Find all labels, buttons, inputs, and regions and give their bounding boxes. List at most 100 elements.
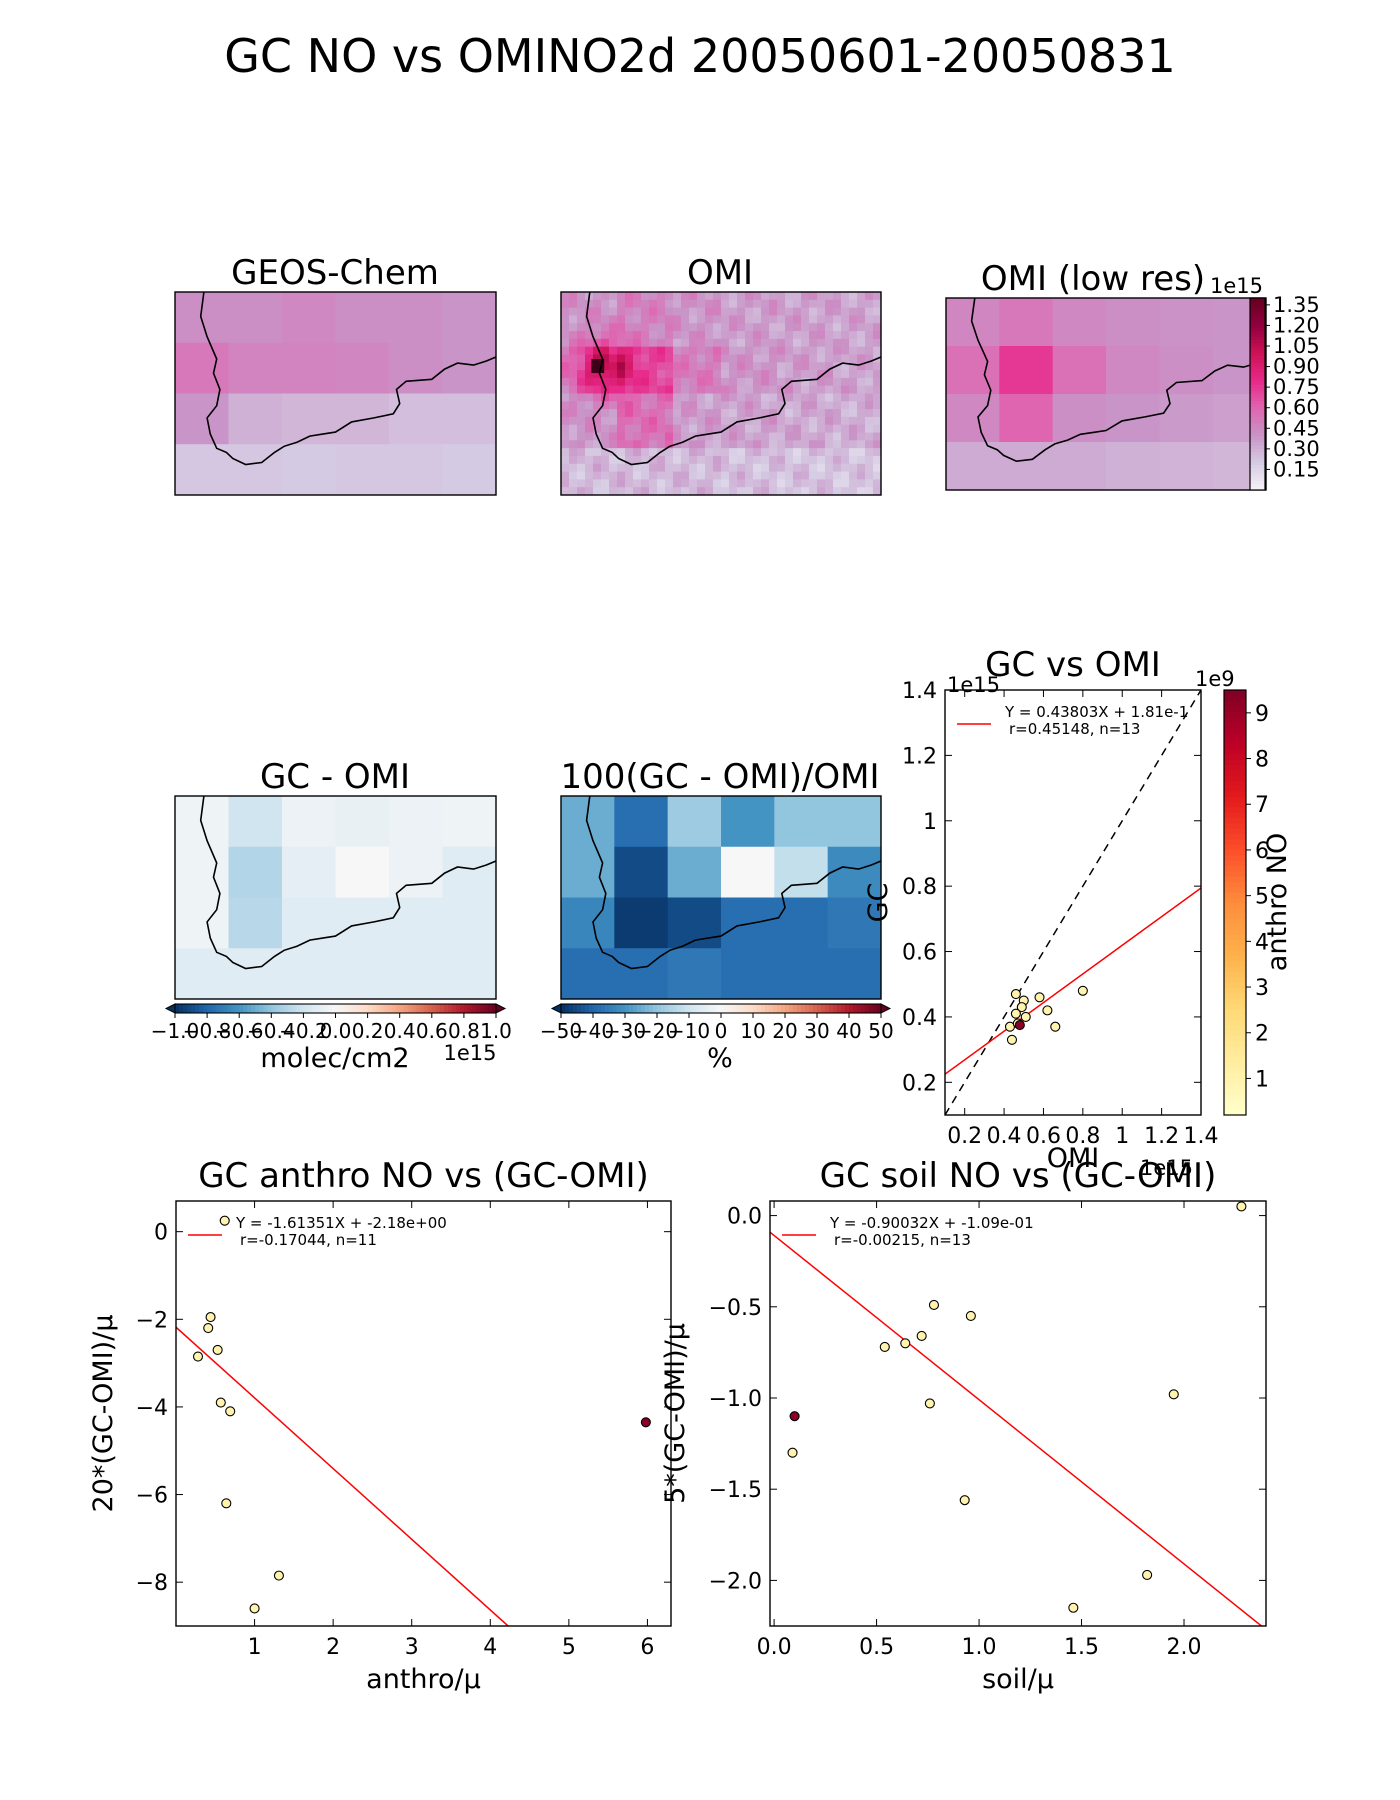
omi-map-cell (865, 393, 874, 402)
concentration-colorbar-segment (1250, 394, 1265, 398)
omi-map-cell (593, 315, 602, 324)
difference-colorbar-segment (295, 1004, 300, 1013)
omi-map-cell (673, 307, 682, 316)
scat3-legend-line1: Y = -0.90032X + -1.09e-01 (829, 1214, 1034, 1232)
concentration-colorbar-segment (1250, 486, 1265, 491)
omi-map-cell (569, 479, 578, 488)
anthro-colorbar-segment (1224, 716, 1246, 723)
omi-map-cell (665, 299, 674, 309)
omi-map-cell (625, 331, 634, 340)
omi-map-cell (593, 401, 602, 410)
omi-map-cell (609, 354, 618, 363)
omi-map-cell (713, 385, 722, 394)
omi-map-cell (649, 323, 658, 332)
omi-map-cell (785, 409, 794, 418)
omi-map-cell (761, 440, 770, 449)
omi-map-cell (641, 323, 650, 332)
scat2-fit-line (176, 1326, 510, 1626)
omi-map-cell (657, 455, 666, 465)
scat1-title: GC vs OMI (985, 645, 1161, 685)
omi-map-cell (569, 440, 578, 449)
omi-map-cell (633, 354, 642, 363)
omi-map-cell (729, 377, 738, 387)
scat2-xtick-label: 3 (405, 1635, 419, 1660)
omi-map-cell (609, 385, 618, 394)
anthro-colorbar-segment (1224, 838, 1246, 845)
omi-map-cell (641, 307, 650, 316)
omi-map-cell (873, 346, 881, 355)
scat1-xtick-label: 1.4 (1184, 1124, 1219, 1149)
omi-map-cell (713, 292, 722, 301)
omi-map-cell (737, 331, 746, 340)
omi-map-cell (689, 307, 698, 316)
scat3-point (1068, 1602, 1079, 1613)
omi-map-cell (873, 292, 881, 301)
omi-map-cell (577, 315, 586, 324)
omi-map-cell (841, 393, 850, 402)
omi-map-cell (785, 323, 794, 332)
omi-map-cell (737, 292, 746, 301)
percent-colorbar-tick-label: 20 (772, 1019, 797, 1043)
percent-colorbar-segment (741, 1004, 746, 1013)
omi-map-cell (609, 440, 618, 449)
omi-map-cell (641, 424, 650, 434)
geos-chem-map-cell (228, 393, 283, 445)
gc-minus-omi-map-cell (335, 846, 390, 899)
concentration-colorbar-frame (1249, 297, 1266, 491)
omi-map-cell (681, 315, 690, 324)
omi-map-cell (737, 323, 746, 332)
omi-map-cell (753, 315, 762, 324)
difference-colorbar-segment (327, 1004, 333, 1013)
difference-colorbar-tick-label: −1.0 (151, 1019, 200, 1043)
omi-map-cell (809, 424, 818, 434)
omi-map-cell (753, 471, 762, 480)
omi-map-cell (809, 307, 818, 316)
omi-map-cell (673, 463, 682, 473)
anthro-colorbar-segment (1224, 902, 1246, 909)
omi-map-cell (577, 401, 586, 410)
omi-map-cell (633, 292, 642, 301)
omi-map-cell (745, 471, 754, 480)
anthro-colorbar-segment (1224, 721, 1246, 728)
omi-map-cell (817, 370, 826, 379)
omi-map-cell (569, 416, 578, 426)
percent-colorbar-segment (633, 1004, 638, 1013)
omi-map-cell (689, 448, 698, 457)
difference-colorbar-segment (235, 1004, 240, 1013)
omi-map-cell (849, 315, 858, 324)
omi-map-cell (793, 292, 802, 301)
omi-map-cell (657, 440, 666, 449)
omi-map-cell (697, 409, 706, 418)
omi-map-cell (737, 315, 746, 324)
omi-map-cell (841, 463, 850, 473)
omi-map-cell (569, 424, 578, 434)
anthro-colorbar-tick-label: 7 (1255, 793, 1269, 818)
anthro-colorbar-segment (1224, 865, 1246, 872)
omi-map-cell (593, 487, 602, 495)
percent-diff-map (560, 795, 882, 1000)
anthro-colorbar-segment (1224, 934, 1246, 941)
omi-map-cell (825, 448, 834, 457)
omi-map-cell (585, 463, 594, 473)
difference-colorbar-segment (447, 1004, 453, 1013)
omi-map-cell (657, 307, 666, 316)
concentration-colorbar-segment (1250, 400, 1265, 405)
omi-map-cell (793, 424, 802, 434)
scat3-frame (769, 1200, 1267, 1627)
omi-map-cell (737, 440, 746, 449)
omi-map-cell (625, 471, 634, 480)
omi-map-cell (657, 401, 666, 410)
difference-colorbar-segment (367, 1004, 373, 1013)
scat1-x-offset: 1e15 (1140, 1156, 1193, 1180)
omi-map-cell (633, 409, 642, 418)
omi-map-cell (705, 393, 714, 402)
omi-map-cell (825, 307, 834, 316)
omi-map-cell (865, 479, 874, 488)
omi-map-cell (729, 338, 738, 348)
scat2-point (205, 1312, 216, 1323)
omi-map-cell (841, 487, 850, 495)
difference-colorbar-segment (423, 1004, 429, 1013)
omi-map-cell (865, 463, 874, 473)
omi-map-cell (769, 440, 778, 449)
difference-colorbar-segment (335, 1004, 341, 1013)
